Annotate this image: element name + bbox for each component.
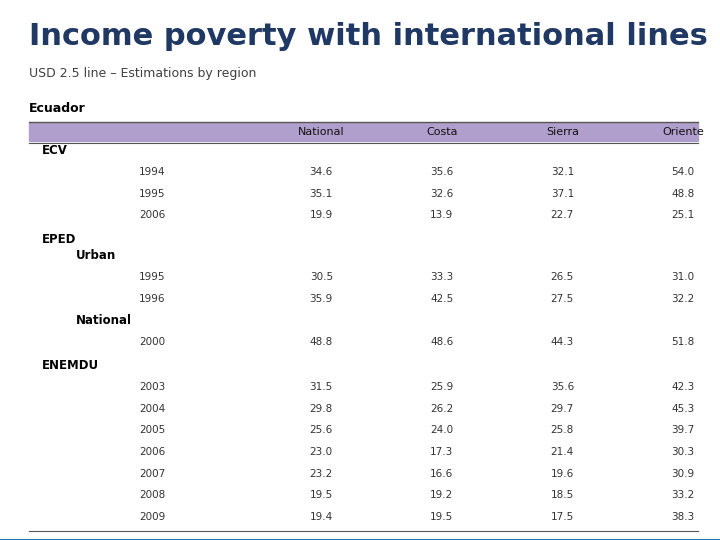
Text: 2008: 2008: [139, 490, 166, 500]
Text: 48.6: 48.6: [430, 337, 454, 347]
Text: National: National: [76, 314, 132, 327]
Text: 26.5: 26.5: [551, 272, 574, 282]
Text: 19.2: 19.2: [430, 490, 454, 500]
Text: Ecuador: Ecuador: [29, 102, 86, 114]
Text: 35.6: 35.6: [551, 382, 574, 392]
Text: 32.2: 32.2: [671, 294, 695, 303]
Text: 30.9: 30.9: [671, 469, 694, 478]
Text: 33.2: 33.2: [671, 490, 695, 500]
Text: 29.8: 29.8: [310, 404, 333, 414]
Text: 27.5: 27.5: [551, 294, 574, 303]
Text: 45.3: 45.3: [671, 404, 695, 414]
Text: 33.3: 33.3: [430, 272, 454, 282]
Text: 34.6: 34.6: [310, 167, 333, 177]
Text: National: National: [298, 127, 345, 137]
Text: USD 2.5 line – Estimations by region: USD 2.5 line – Estimations by region: [29, 68, 256, 80]
Text: 51.8: 51.8: [671, 337, 695, 347]
Text: 2006: 2006: [139, 447, 166, 457]
Text: 42.5: 42.5: [430, 294, 454, 303]
Text: ECV: ECV: [42, 144, 68, 157]
Text: 35.6: 35.6: [430, 167, 454, 177]
Text: 19.6: 19.6: [551, 469, 574, 478]
Text: 13.9: 13.9: [430, 211, 454, 220]
Text: 48.8: 48.8: [310, 337, 333, 347]
Text: 18.5: 18.5: [551, 490, 574, 500]
Text: 2004: 2004: [139, 404, 166, 414]
Text: 25.1: 25.1: [671, 211, 695, 220]
Text: 23.2: 23.2: [310, 469, 333, 478]
Text: 32.6: 32.6: [430, 189, 454, 199]
Text: 16.6: 16.6: [430, 469, 454, 478]
Text: 30.3: 30.3: [671, 447, 694, 457]
Text: 2003: 2003: [139, 382, 166, 392]
Text: 1996: 1996: [139, 294, 166, 303]
Text: 35.9: 35.9: [310, 294, 333, 303]
Text: 25.6: 25.6: [310, 426, 333, 435]
Text: 38.3: 38.3: [671, 512, 695, 522]
Text: 19.5: 19.5: [310, 490, 333, 500]
Text: 17.3: 17.3: [430, 447, 454, 457]
Text: 44.3: 44.3: [551, 337, 574, 347]
Text: 23.0: 23.0: [310, 447, 333, 457]
Text: 39.7: 39.7: [671, 426, 695, 435]
Text: 21.4: 21.4: [551, 447, 574, 457]
Text: 1995: 1995: [139, 189, 166, 199]
Text: 30.5: 30.5: [310, 272, 333, 282]
Text: 19.4: 19.4: [310, 512, 333, 522]
Text: Costa: Costa: [426, 127, 457, 137]
Text: Urban: Urban: [76, 249, 116, 262]
Text: 1995: 1995: [139, 272, 166, 282]
Text: 17.5: 17.5: [551, 512, 574, 522]
Text: Oriente: Oriente: [662, 127, 703, 137]
Text: 42.3: 42.3: [671, 382, 695, 392]
Text: 26.2: 26.2: [430, 404, 454, 414]
Text: 35.1: 35.1: [310, 189, 333, 199]
Text: 31.0: 31.0: [671, 272, 694, 282]
Text: 32.1: 32.1: [551, 167, 574, 177]
Text: 31.5: 31.5: [310, 382, 333, 392]
Text: 1994: 1994: [139, 167, 166, 177]
Text: 2006: 2006: [139, 211, 166, 220]
Text: 2007: 2007: [139, 469, 166, 478]
Text: 22.7: 22.7: [551, 211, 574, 220]
Text: Income poverty with international lines: Income poverty with international lines: [29, 22, 708, 51]
Text: 37.1: 37.1: [551, 189, 574, 199]
Text: EPED: EPED: [42, 233, 76, 246]
Text: 19.9: 19.9: [310, 211, 333, 220]
Text: 54.0: 54.0: [671, 167, 694, 177]
Text: 24.0: 24.0: [431, 426, 454, 435]
Text: 29.7: 29.7: [551, 404, 574, 414]
Text: 25.9: 25.9: [430, 382, 454, 392]
Text: 2009: 2009: [139, 512, 166, 522]
Text: 2000: 2000: [139, 337, 166, 347]
Text: 25.8: 25.8: [551, 426, 574, 435]
Text: 2005: 2005: [139, 426, 166, 435]
Text: 19.5: 19.5: [430, 512, 454, 522]
Text: 48.8: 48.8: [671, 189, 695, 199]
Text: ENEMDU: ENEMDU: [42, 359, 99, 372]
Text: Sierra: Sierra: [546, 127, 579, 137]
